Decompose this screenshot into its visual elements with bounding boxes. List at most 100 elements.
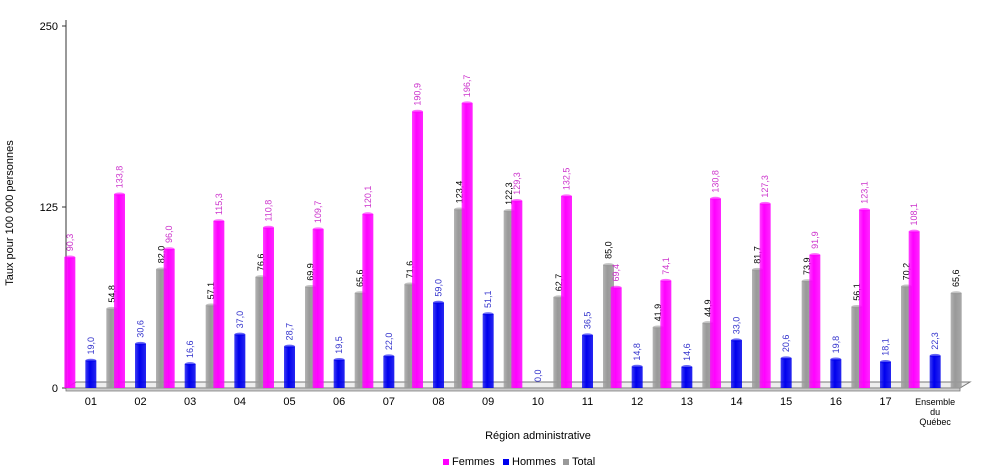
data-label-femmes: 120,1 — [363, 186, 373, 209]
bar-femmes — [710, 198, 721, 388]
category-07: 120,1 22,0 71,6 — [362, 186, 416, 388]
bar-femmes — [213, 221, 225, 388]
data-label-hommes: 20,6 — [781, 335, 791, 353]
data-label-femmes: 90,3 — [65, 234, 75, 252]
data-label-total: 62,7 — [554, 274, 564, 292]
category-14: 130,8 33,0 81,7 — [710, 170, 763, 388]
bar-cap — [859, 207, 870, 212]
data-label-hommes: 30,6 — [136, 320, 146, 338]
bar-cap — [561, 194, 572, 198]
data-label-hommes: 37,0 — [235, 311, 245, 329]
bar-cap — [362, 212, 374, 216]
bar-femmes — [362, 214, 374, 388]
bar-cap — [433, 300, 444, 305]
x-tick-label: 01 — [85, 396, 97, 408]
data-label-total: 44,9 — [703, 299, 713, 317]
bar-cap — [731, 338, 742, 343]
bar-total — [603, 264, 614, 388]
bar-cap — [383, 354, 395, 358]
bar-total — [801, 280, 813, 388]
legend-swatch-hommes — [503, 459, 509, 465]
data-label-hommes: 19,0 — [86, 337, 96, 355]
x-tick-label: 06 — [333, 396, 345, 408]
bar-total — [950, 293, 962, 388]
bar-hommes — [830, 359, 842, 388]
data-label-hommes: 33,0 — [732, 317, 742, 335]
data-label-total: 73,9 — [802, 257, 812, 275]
x-tick-label: 17 — [879, 396, 891, 408]
bar-hommes — [929, 355, 941, 388]
data-label-femmes: 196,7 — [462, 75, 472, 98]
category-02: 133,8 30,6 82,0 — [114, 166, 167, 388]
data-label-hommes: 18,1 — [881, 338, 891, 356]
bar-cap — [950, 291, 962, 295]
legend-swatch-total — [563, 459, 569, 465]
bar-hommes — [482, 314, 494, 388]
data-label-hommes: 19,8 — [831, 336, 841, 354]
data-label-femmes: 132,5 — [562, 168, 572, 191]
bar-femmes — [908, 231, 920, 388]
x-tick-label: Québec — [919, 417, 951, 427]
bar-hommes — [284, 346, 295, 388]
category-09: 196,7 51,1 122,3 — [461, 75, 515, 388]
bar-hommes — [582, 335, 593, 388]
bar-hommes — [85, 360, 97, 388]
bar-femmes — [263, 227, 274, 388]
category-ensemble-du-québec: 108,1 22,3 65,6 — [908, 203, 962, 388]
bar-hommes — [880, 361, 891, 388]
bar-cap — [908, 229, 920, 234]
legend-label-hommes: Hommes — [512, 456, 557, 468]
data-label-total: 56,1 — [852, 283, 862, 301]
bar-hommes — [433, 302, 444, 388]
bar-cap — [184, 362, 196, 366]
x-tick-label: 05 — [283, 396, 295, 408]
data-label-total: 65,6 — [951, 269, 961, 287]
bar-cap — [830, 357, 842, 362]
x-axis-title: Région administrative — [485, 430, 591, 442]
bar-cap — [284, 344, 295, 349]
category-05: 110,8 28,7 69,9 — [263, 200, 316, 388]
data-label-femmes: 115,3 — [214, 193, 224, 215]
bar-hommes — [184, 363, 196, 388]
x-tick-label: 09 — [482, 396, 494, 408]
data-label-hommes: 36,5 — [583, 312, 593, 330]
x-tick-label: 03 — [184, 396, 196, 408]
bar-cap — [929, 353, 941, 358]
x-tick-label: 14 — [730, 396, 742, 408]
category-04: 115,3 37,0 76,6 — [213, 193, 267, 388]
bar-hommes — [333, 359, 345, 388]
bar-cap — [759, 201, 771, 206]
x-tick-label: 10 — [532, 396, 544, 408]
bar-total — [205, 305, 217, 388]
bar-total — [901, 286, 912, 388]
data-label-hommes: 14,6 — [682, 343, 692, 361]
data-label-femmes: 69,4 — [611, 264, 621, 282]
legend-label-femmes: Femmes — [452, 456, 495, 468]
bar-cap — [213, 219, 225, 223]
bar-cap — [681, 365, 693, 369]
bar-femmes — [511, 200, 523, 388]
data-label-femmes: 91,9 — [810, 231, 820, 249]
bar-cap — [482, 312, 494, 316]
bar-cap — [234, 332, 246, 337]
data-label-total: 76,6 — [256, 254, 266, 272]
category-10: 129,3 0,0 62,7 — [511, 172, 565, 388]
data-label-femmes: 108,1 — [909, 203, 919, 226]
data-label-femmes: 190,9 — [413, 83, 423, 106]
bar-total — [851, 306, 863, 388]
data-label-femmes: 127,3 — [760, 175, 770, 198]
data-label-hommes: 16,6 — [185, 340, 195, 358]
legend-swatch-femmes — [443, 459, 449, 465]
bar-femmes — [561, 196, 572, 388]
y-tick-label: 250 — [40, 21, 58, 33]
bar-total — [454, 209, 465, 388]
data-label-total: 81,7 — [753, 246, 763, 264]
x-tick-label: du — [930, 407, 940, 417]
x-tick-label: 07 — [383, 396, 395, 408]
category-17: 123,1 18,1 70,2 — [859, 181, 912, 388]
bar-femmes — [809, 254, 821, 388]
bar-femmes — [312, 229, 324, 388]
bar-femmes — [859, 209, 870, 388]
bar-total — [553, 297, 565, 388]
bar-hommes — [681, 366, 693, 388]
